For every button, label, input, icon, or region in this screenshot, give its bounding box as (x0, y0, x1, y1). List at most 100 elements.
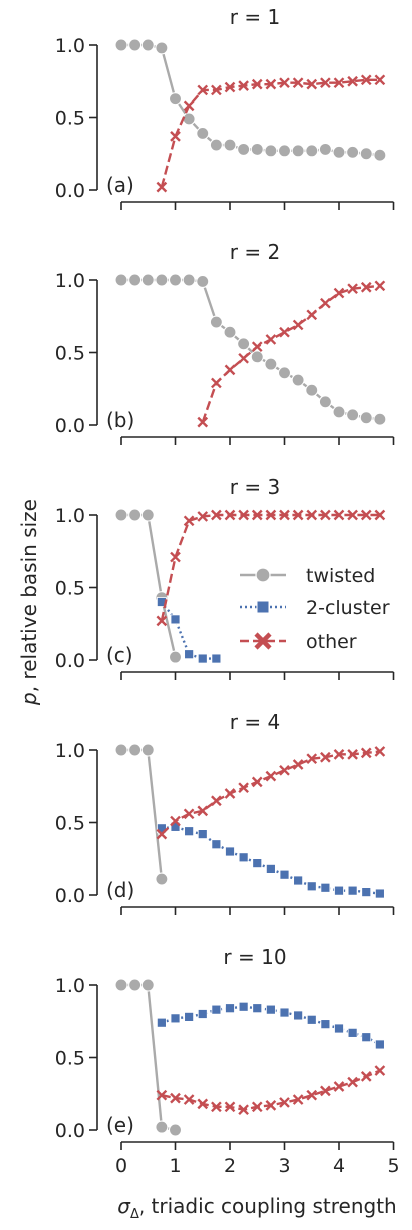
data-point-other (360, 281, 372, 293)
panel-tag: (d) (106, 878, 134, 902)
series-line-twisted (121, 748, 164, 880)
data-point-twisted (114, 38, 128, 52)
data-point-other (197, 84, 209, 96)
data-point-twisted (346, 408, 360, 422)
data-point-other (211, 509, 222, 521)
data-point-twisted (373, 148, 387, 162)
x-axis-label-subscript: Δ (130, 1207, 139, 1222)
y-tick-label: 0.0 (55, 180, 85, 202)
data-point-other (320, 77, 331, 89)
data-point-other (279, 326, 290, 338)
data-point-2-cluster (347, 885, 358, 896)
y-axis-label-symbol: p (17, 692, 41, 706)
data-point-other (265, 509, 277, 521)
panel-title: r = 4 (230, 710, 280, 734)
data-point-twisted (128, 508, 142, 522)
data-point-other (197, 1098, 209, 1110)
data-point-2-cluster (197, 829, 208, 839)
data-point-twisted (318, 395, 332, 409)
data-point-twisted (114, 978, 128, 992)
data-point-2-cluster (252, 1003, 263, 1014)
data-point-other (251, 776, 263, 788)
legend: twisted 2-cluster other (240, 565, 390, 653)
series-line-other (161, 750, 381, 835)
data-point-other (238, 80, 249, 91)
data-point-other (279, 77, 290, 89)
panel-title: r = 1 (230, 5, 280, 29)
data-point-other (306, 78, 318, 90)
data-point-twisted (141, 978, 155, 992)
data-point-other (211, 84, 222, 96)
data-point-other (333, 77, 345, 89)
data-point-2-cluster (361, 1032, 372, 1043)
data-point-twisted (237, 337, 251, 351)
panel-tag: (b) (106, 408, 134, 432)
data-point-other (183, 515, 195, 527)
data-point-2-cluster (306, 1014, 317, 1025)
data-point-2-cluster (374, 888, 385, 899)
data-point-twisted (291, 144, 305, 158)
panel-title: r = 3 (230, 475, 280, 499)
data-point-2-cluster (225, 846, 235, 857)
data-point-other (265, 78, 277, 90)
data-point-other (238, 782, 249, 794)
data-point-2-cluster (361, 887, 372, 897)
y-tick-label: 0.0 (55, 650, 85, 672)
data-point-other (306, 309, 318, 321)
data-point-twisted (128, 273, 142, 287)
data-point-2-cluster (374, 1039, 385, 1050)
data-point-other (156, 615, 168, 627)
data-point-other (238, 352, 249, 364)
data-point-2-cluster (238, 1001, 249, 1012)
data-point-twisted (209, 138, 223, 152)
panel-tag: (c) (106, 643, 133, 667)
data-point-other (238, 1104, 249, 1116)
series-line-other (201, 284, 381, 423)
y-tick-label: 0.0 (55, 885, 85, 907)
data-point-other (347, 1076, 358, 1088)
data-point-twisted (250, 350, 264, 364)
data-point-2-cluster (334, 885, 344, 896)
data-point-other (224, 509, 236, 521)
data-point-other (333, 749, 345, 760)
data-point-other (306, 1089, 318, 1101)
data-point-twisted (141, 273, 155, 287)
data-point-2-cluster (197, 653, 208, 664)
data-point-other (360, 747, 372, 759)
data-point-other (251, 78, 263, 90)
data-point-other (320, 1085, 331, 1097)
data-point-twisted (277, 366, 292, 380)
data-point-other (292, 509, 304, 521)
data-point-twisted (114, 508, 128, 522)
legend-twisted-label: twisted (306, 565, 375, 587)
data-point-twisted (373, 412, 387, 426)
panel-d: r = 4 0.0 0.5 1.0 (d) (55, 710, 395, 915)
data-point-2-cluster (211, 839, 222, 850)
data-point-other (183, 808, 195, 820)
y-tick-label: 1.0 (55, 975, 85, 997)
data-point-2-cluster (197, 1009, 208, 1019)
data-point-2-cluster (156, 1017, 167, 1028)
data-point-2-cluster (265, 864, 276, 874)
data-point-twisted (291, 373, 305, 387)
data-point-other (170, 551, 181, 563)
series-line-twisted (121, 513, 177, 658)
legend-other-label: other (306, 631, 357, 653)
data-point-other (251, 341, 263, 353)
data-point-other (156, 1089, 168, 1101)
series-line-twisted (121, 43, 381, 157)
data-point-other (360, 1071, 372, 1082)
x-tick-label: 1 (169, 1155, 181, 1177)
data-point-twisted (250, 142, 264, 156)
data-point-other (320, 509, 331, 521)
data-point-twisted (128, 38, 142, 52)
y-tick-label: 1.0 (55, 35, 85, 57)
data-point-2-cluster (265, 1004, 276, 1015)
data-point-2-cluster (293, 1010, 304, 1021)
data-point-2-cluster (170, 1013, 181, 1024)
data-point-twisted (305, 144, 319, 158)
x-tick-label: 0 (115, 1155, 127, 1177)
x-tick-label: 5 (387, 1155, 399, 1177)
series-line-other (160, 78, 380, 188)
